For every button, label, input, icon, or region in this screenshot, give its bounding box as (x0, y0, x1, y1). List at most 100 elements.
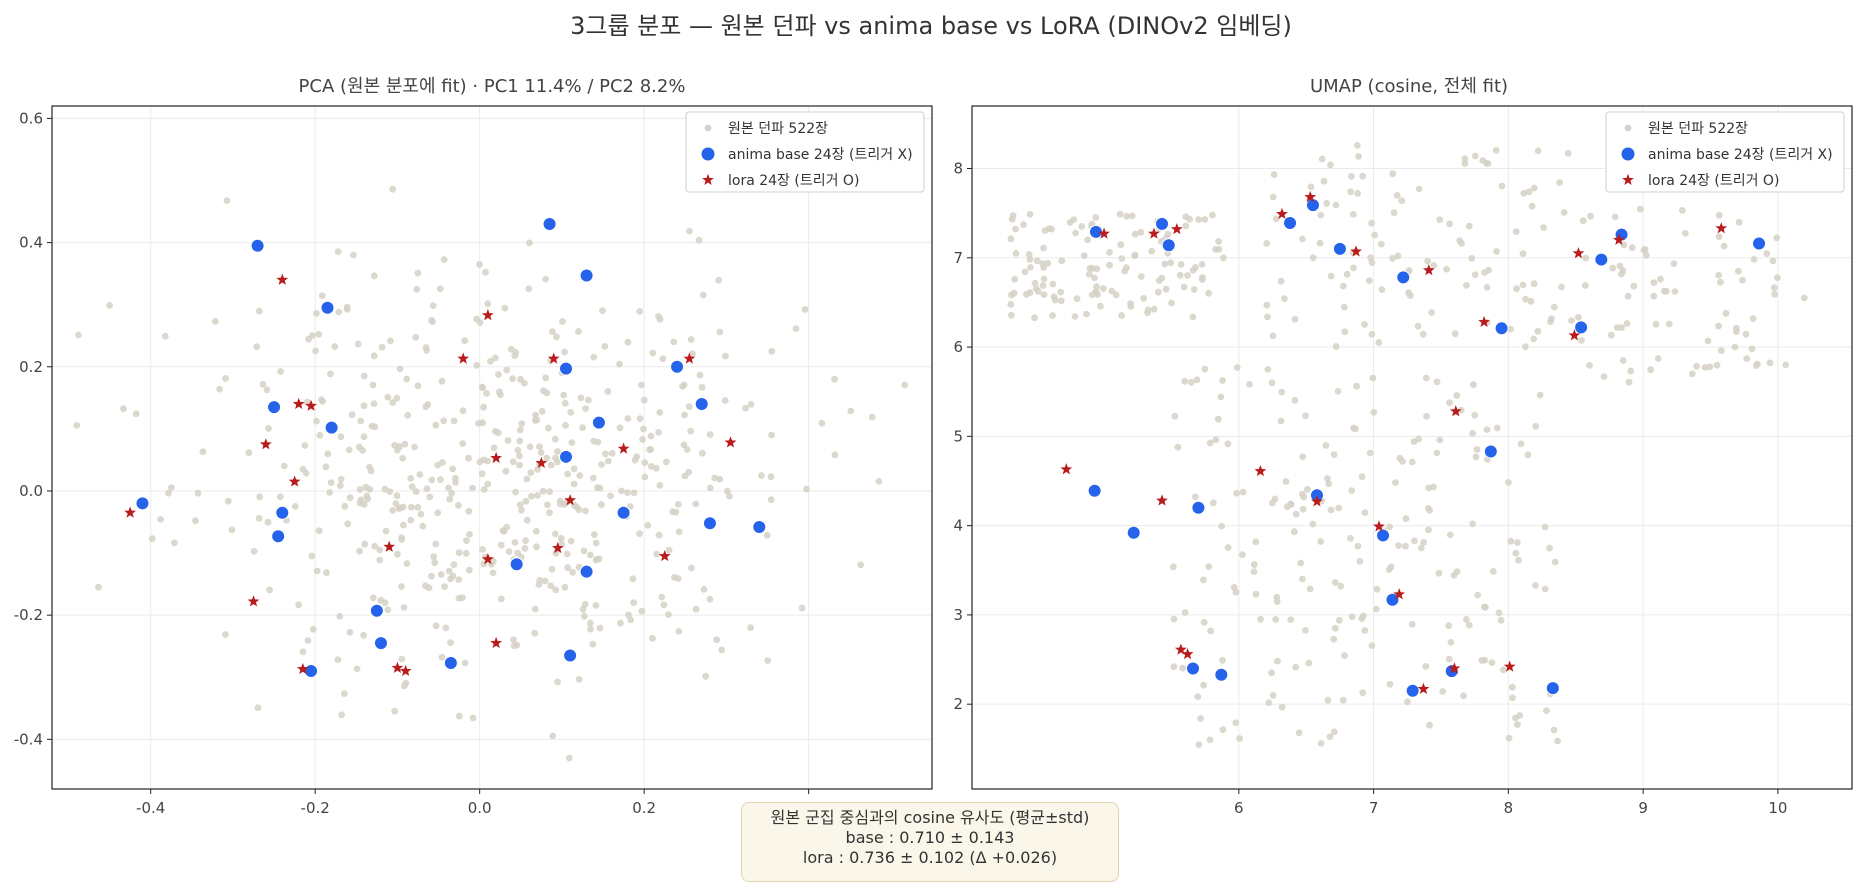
original-point (1484, 160, 1492, 168)
original-point (95, 583, 102, 591)
original-point (381, 485, 389, 493)
original-point (403, 375, 411, 383)
original-point (1660, 287, 1668, 295)
original-point (1373, 585, 1381, 593)
original-point (711, 474, 719, 482)
original-point (478, 470, 486, 478)
y-tick-label: 2 (953, 695, 963, 713)
original-point (665, 611, 672, 618)
original-point (1195, 216, 1202, 224)
original-point (531, 629, 539, 637)
original-point (1250, 568, 1258, 575)
base-point (1214, 667, 1229, 682)
original-point (585, 396, 592, 404)
original-point (1628, 244, 1636, 252)
original-point (1479, 157, 1487, 164)
original-point (280, 462, 288, 470)
original-point (518, 506, 525, 514)
original-point (1272, 215, 1280, 223)
original-point (1395, 542, 1402, 549)
original-point (630, 599, 638, 607)
original-point (1232, 719, 1240, 727)
original-point (1375, 339, 1383, 346)
original-point (1408, 620, 1416, 628)
lora-point (1373, 520, 1385, 532)
original-point (624, 415, 632, 422)
base-point (1161, 238, 1176, 253)
base-point (616, 505, 631, 520)
original-point (1084, 236, 1091, 244)
original-point (798, 604, 806, 612)
original-point (525, 285, 533, 293)
base-point (1396, 270, 1411, 285)
original-point (360, 433, 368, 441)
original-point (1541, 585, 1549, 593)
original-point (428, 476, 436, 484)
original-point (527, 469, 535, 477)
original-point (364, 495, 372, 503)
original-point (1600, 373, 1608, 380)
base-point (1385, 592, 1400, 607)
original-point (1471, 411, 1479, 419)
original-point (445, 484, 452, 492)
original-point (446, 495, 454, 503)
original-point (366, 485, 374, 493)
original-point (482, 268, 489, 276)
original-point (423, 485, 431, 493)
original-point (1512, 228, 1520, 236)
original-point (1099, 285, 1107, 292)
lora-point (547, 352, 560, 364)
original-point (598, 461, 605, 468)
original-point (548, 565, 556, 573)
original-point (424, 401, 432, 408)
original-point (718, 646, 725, 654)
original-point (698, 384, 706, 391)
original-point (361, 540, 369, 548)
original-point (1287, 616, 1295, 623)
original-point (1217, 393, 1225, 401)
base-point (369, 603, 384, 618)
original-point (1540, 224, 1547, 232)
original-point (1040, 275, 1048, 283)
original-point (165, 489, 172, 497)
original-point (1404, 698, 1411, 706)
base-point (1087, 483, 1102, 498)
original-point (1543, 707, 1550, 715)
original-point (1186, 215, 1193, 223)
original-point (1769, 257, 1777, 265)
original-point (1292, 510, 1300, 518)
original-point (564, 564, 572, 572)
original-point (1201, 365, 1209, 373)
lora-point (1417, 682, 1430, 695)
original-point (337, 433, 345, 441)
original-point (1493, 424, 1501, 432)
original-point (543, 454, 551, 462)
original-point (1218, 522, 1225, 530)
original-point (337, 475, 345, 483)
original-point (581, 600, 589, 608)
original-point (768, 347, 776, 355)
original-point (338, 711, 345, 719)
original-point (1273, 598, 1281, 605)
original-point (1180, 283, 1188, 291)
original-point (509, 458, 517, 466)
original-point (318, 292, 326, 299)
original-point (432, 622, 440, 630)
original-point (459, 407, 467, 415)
original-point (450, 417, 458, 425)
original-point (1461, 160, 1469, 167)
lora-point (292, 397, 305, 410)
original-point (1387, 563, 1395, 571)
original-point (557, 500, 564, 508)
original-point (721, 397, 729, 404)
original-point (168, 484, 175, 491)
original-point (1625, 378, 1633, 386)
original-point (1436, 436, 1444, 444)
original-point (394, 550, 401, 558)
original-point (1453, 392, 1461, 399)
original-point (1519, 250, 1527, 257)
original-point (1739, 276, 1746, 284)
original-point (716, 328, 724, 336)
original-point (1189, 267, 1197, 274)
original-point (561, 583, 569, 591)
